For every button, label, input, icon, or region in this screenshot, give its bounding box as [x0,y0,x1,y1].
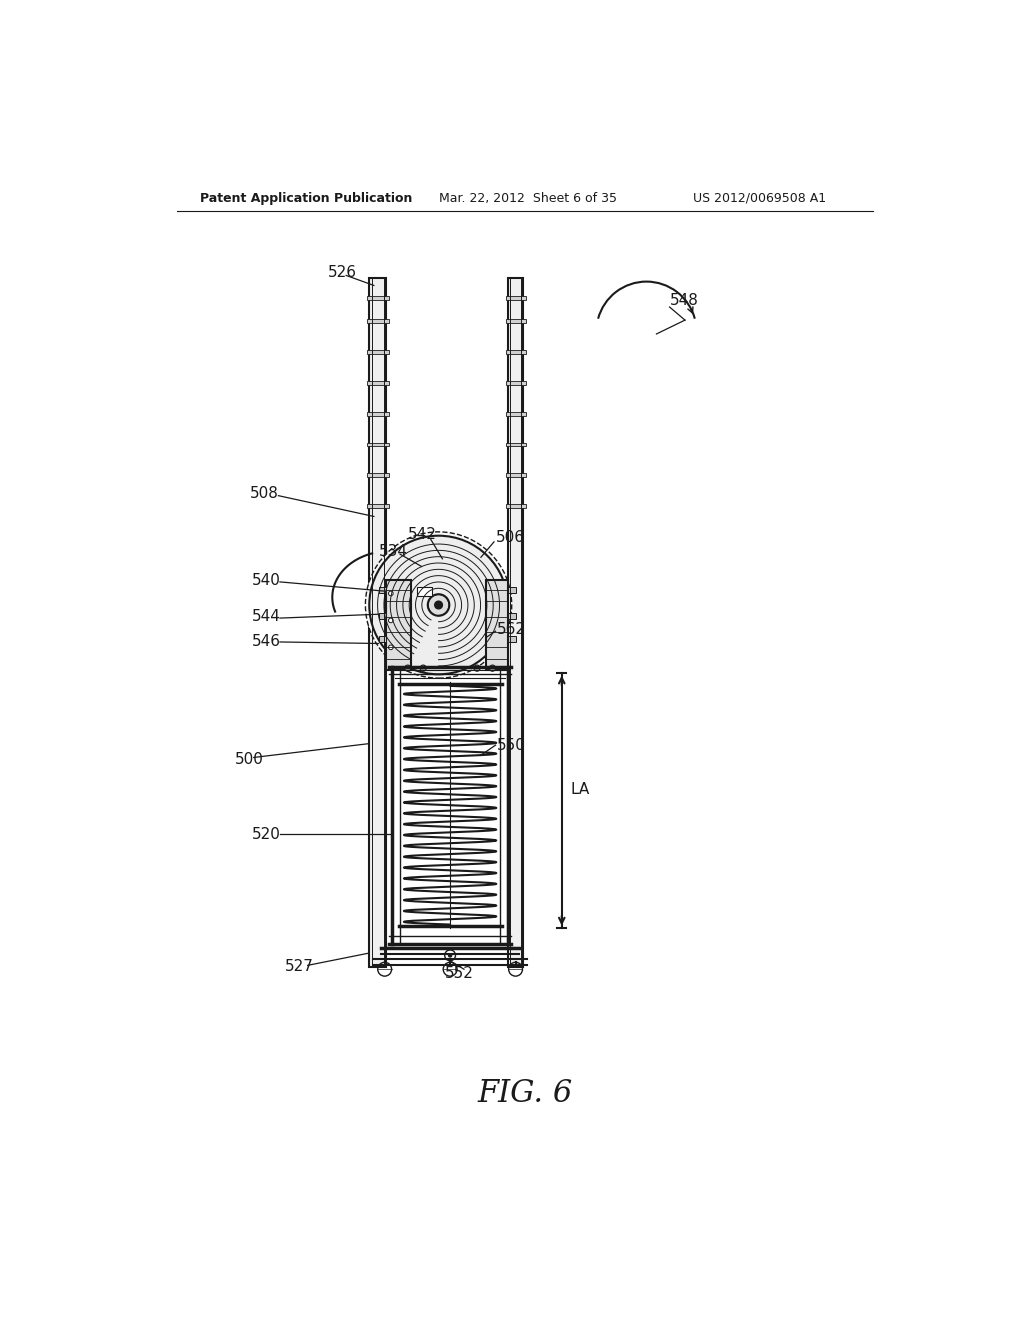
Text: 550: 550 [497,738,526,752]
Circle shape [404,665,411,672]
Bar [417,586,432,595]
Bar [506,412,525,416]
Text: 540: 540 [252,573,282,587]
Bar [506,504,525,508]
Text: Mar. 22, 2012  Sheet 6 of 35: Mar. 22, 2012 Sheet 6 of 35 [438,191,616,205]
Circle shape [366,532,512,678]
Bar [506,350,525,354]
Bar [367,474,388,478]
Bar [508,636,515,642]
Text: FIG. 6: FIG. 6 [477,1078,572,1109]
Bar [506,319,525,323]
Text: 506: 506 [497,529,525,545]
Circle shape [388,591,393,595]
Bar [367,319,388,323]
Text: 508: 508 [250,486,279,500]
Text: Patent Application Publication: Patent Application Publication [200,191,413,205]
Bar [508,612,515,619]
Text: 548: 548 [670,293,698,309]
Text: 534: 534 [379,544,408,558]
Circle shape [420,665,426,672]
Text: 562: 562 [497,622,526,638]
Polygon shape [370,277,386,966]
Circle shape [489,665,496,672]
Bar [367,412,388,416]
Text: 500: 500 [234,751,263,767]
Bar [379,612,386,619]
Bar [367,381,388,385]
Circle shape [428,594,450,615]
Circle shape [474,665,480,672]
Text: 520: 520 [252,826,282,842]
Bar [367,350,388,354]
Text: 546: 546 [252,635,282,649]
Circle shape [370,536,508,675]
Text: US 2012/0069508 A1: US 2012/0069508 A1 [692,191,825,205]
Bar [367,296,388,300]
Text: 526: 526 [328,265,356,280]
Circle shape [388,645,393,649]
Circle shape [435,601,442,609]
Bar [379,586,386,593]
Bar [508,586,515,593]
Text: 542: 542 [408,527,436,541]
Bar [367,504,388,508]
Polygon shape [508,277,523,966]
Bar [367,442,388,446]
Polygon shape [486,581,508,671]
Bar [506,442,525,446]
Bar [379,636,386,642]
Text: 544: 544 [252,609,282,624]
Circle shape [388,618,393,623]
Polygon shape [386,581,411,671]
Circle shape [447,953,453,958]
Text: 527: 527 [285,960,313,974]
Bar [506,296,525,300]
Text: LA: LA [571,783,590,797]
Bar [506,474,525,478]
Bar [506,381,525,385]
Text: 552: 552 [444,965,473,981]
